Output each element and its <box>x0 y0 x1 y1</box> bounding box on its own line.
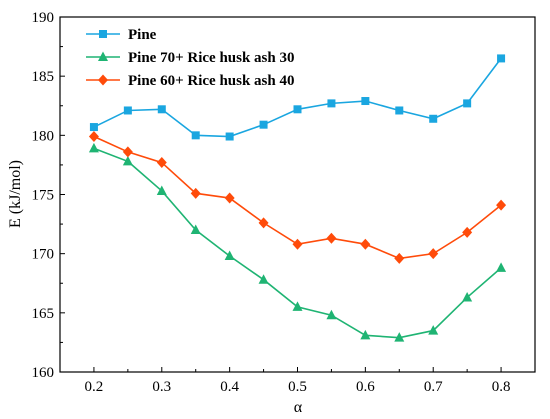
data-point <box>225 132 234 141</box>
x-tick-label: 0.4 <box>220 379 239 395</box>
data-point <box>395 106 404 115</box>
y-tick-label: 185 <box>32 69 55 85</box>
data-point <box>122 155 133 166</box>
data-point <box>428 248 439 260</box>
data-point <box>123 106 132 115</box>
legend-marker <box>98 51 108 61</box>
data-point <box>293 105 302 114</box>
data-point <box>190 224 201 234</box>
legend: Pine Pine 70+ Rice husk ash 30 Pine 60+ Ri… <box>86 27 295 89</box>
data-point <box>292 238 303 250</box>
data-point <box>462 291 473 302</box>
y-tick-label: 180 <box>32 128 55 144</box>
data-point <box>496 199 507 211</box>
legend-marker <box>99 30 107 38</box>
y-tick-label: 160 <box>32 365 55 381</box>
chart-series <box>88 54 507 342</box>
data-point <box>463 99 472 108</box>
data-point <box>326 232 337 244</box>
axis-ticks: 0.2 0.3 0.4 0.5 0.6 0.7 0.8 160 165 170 175 180 185 1… <box>32 10 511 395</box>
series-line <box>93 57 502 138</box>
data-point <box>157 105 166 114</box>
data-point <box>258 217 269 229</box>
data-point <box>89 123 98 132</box>
y-axis-title: E (kJ/mol) <box>7 160 24 228</box>
legend-label: Pine 70+ Rice husk ash 30 <box>128 50 295 66</box>
data-point <box>429 114 438 123</box>
data-point <box>327 99 336 108</box>
data-point <box>191 131 200 140</box>
data-point <box>258 274 269 284</box>
legend-label: Pine 60+ Rice husk ash 40 <box>128 73 295 89</box>
legend-marker <box>98 74 108 86</box>
data-point <box>224 192 235 204</box>
x-tick-label: 0.6 <box>356 379 375 395</box>
x-tick-label: 0.5 <box>288 379 307 395</box>
y-tick-label: 175 <box>32 188 55 204</box>
x-tick-label: 0.7 <box>424 379 443 395</box>
data-point <box>428 325 439 335</box>
x-tick-label: 0.8 <box>492 379 511 395</box>
x-tick-label: 0.3 <box>152 379 171 395</box>
data-point <box>190 187 201 199</box>
y-tick-label: 190 <box>32 10 55 26</box>
data-point <box>156 185 167 195</box>
data-point <box>224 250 235 261</box>
series-3 <box>88 131 507 264</box>
data-point <box>497 54 506 63</box>
data-point <box>394 332 405 342</box>
x-tick-label: 0.2 <box>85 379 104 395</box>
y-tick-label: 170 <box>32 247 55 263</box>
data-point <box>496 262 507 272</box>
x-axis-title: α <box>294 399 303 416</box>
data-point <box>88 131 99 143</box>
data-point <box>292 301 303 311</box>
legend-label: Pine <box>128 27 157 43</box>
data-point <box>394 252 405 264</box>
data-point <box>462 226 473 238</box>
series-2 <box>88 142 507 342</box>
data-point <box>88 142 99 153</box>
data-point <box>326 309 337 320</box>
series-1 <box>89 54 506 141</box>
data-point <box>122 146 133 158</box>
data-point <box>259 120 268 129</box>
y-tick-label: 165 <box>32 306 55 322</box>
data-point <box>360 238 371 250</box>
data-point <box>156 157 167 169</box>
plot-frame <box>59 16 536 373</box>
data-point <box>360 329 371 340</box>
data-point <box>361 97 370 106</box>
